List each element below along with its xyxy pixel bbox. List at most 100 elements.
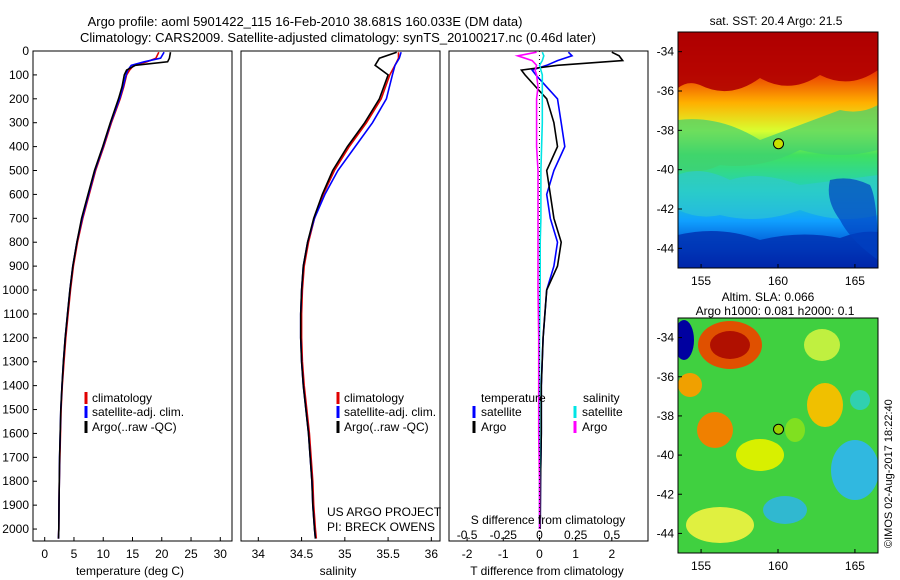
legend-label-satellite: satellite-adj. clim.: [344, 405, 436, 419]
salinity-difference-axis: -0.5 -0.25 0 0.25 0.5: [457, 528, 621, 542]
map-y-tick-label: -36: [657, 84, 675, 98]
legend-label-t-satellite: satellite: [481, 405, 522, 419]
map-y-tick-label: -36: [657, 370, 675, 384]
depth-tick-label: 900: [9, 259, 29, 273]
legend-label-climatology: climatology: [92, 391, 152, 405]
x-tick-label: 35.5: [376, 547, 400, 561]
depth-tick-label: 1900: [2, 498, 29, 512]
legend-header-temperature: temperature: [481, 391, 546, 405]
depth-tick-label: 2000: [2, 522, 29, 536]
x-tick-label: 10: [97, 547, 111, 561]
legend-label-climatology: climatology: [344, 391, 404, 405]
x-tick-label: 25: [184, 547, 198, 561]
salinity-legend: climatology satellite-adj. clim. Argo(..…: [336, 391, 436, 434]
temperature-axis-label: temperature (deg C): [76, 564, 184, 578]
temperature-plot: [57, 51, 172, 539]
salinity-panel-frame: [240, 50, 441, 542]
imos-footer: ©IMOS 02-Aug-2017 18:22:40: [883, 399, 895, 548]
x-tick-label: 34.5: [290, 547, 314, 561]
depth-axis: 0 100 200 300 400 500 600 700 800 900 1000 1100 1200…: [2, 44, 37, 536]
sst-map-axes: 155 160 165 -34 -36 -38 -40 -42 -44: [657, 45, 866, 288]
series-line-s-argo: [514, 51, 541, 529]
depth-tick-label: 1100: [3, 307, 29, 321]
x-tick-label: -2: [462, 547, 473, 561]
series-line-argo-raw-qc-: [57, 52, 172, 539]
map-y-tick-label: -42: [657, 202, 675, 216]
legend-header-salinity: salinity: [583, 391, 620, 405]
depth-tick-label: 400: [9, 140, 29, 154]
salinity-plot: [299, 51, 402, 539]
temperature-x-axis: 0 5 10 15 20 25 30: [41, 537, 227, 561]
map-x-tick-label: 165: [845, 274, 865, 288]
series-line-climatology: [300, 52, 400, 539]
series-line-argo-raw-qc-: [299, 51, 397, 539]
map-x-tick-label: 155: [691, 274, 711, 288]
depth-tick-label: 700: [9, 211, 29, 225]
s-tick-label: 0.25: [564, 528, 588, 542]
legend-label-s-argo: Argo: [582, 420, 608, 434]
series-line-climatology: [57, 51, 160, 539]
legend-label-argo: Argo(..raw -QC): [92, 420, 177, 434]
s-tick-label: 0.5: [603, 528, 620, 542]
legend-label-satellite: satellite-adj. clim.: [92, 405, 184, 419]
legend-label-t-argo: Argo: [481, 420, 507, 434]
x-tick-label: 15: [126, 547, 140, 561]
depth-tick-label: 300: [9, 116, 29, 130]
difference-x-axis: -2 -1 0 1 2: [462, 537, 615, 561]
credit-project: US ARGO PROJECT: [327, 505, 442, 519]
depth-tick-label: 500: [9, 164, 29, 178]
x-tick-label: 0: [41, 547, 48, 561]
difference-legend: temperature salinity satellite Argo sate…: [472, 391, 623, 434]
x-tick-label: 20: [155, 547, 169, 561]
difference-panel-frame: [448, 50, 649, 542]
map-y-tick-label: -40: [657, 448, 675, 462]
depth-tick-label: 600: [9, 187, 29, 201]
figure-title-line2: Climatology: CARS2009. Satellite-adjuste…: [80, 30, 596, 45]
map-x-tick-label: 165: [845, 559, 865, 573]
depth-tick-label: 0: [22, 44, 29, 58]
x-tick-label: 1: [572, 547, 579, 561]
depth-tick-label: 1500: [2, 403, 29, 417]
s-difference-axis-label: S difference from climatology: [471, 513, 626, 527]
argo-float-marker-sla: [773, 423, 785, 435]
difference-plot: [514, 51, 625, 541]
sla-heatmap: [678, 318, 878, 553]
map-x-tick-label: 155: [691, 559, 711, 573]
s-tick-label: -0.5: [457, 528, 478, 542]
x-tick-label: 36: [425, 547, 439, 561]
figure-title-line1: Argo profile: aoml 5901422_115 16-Feb-20…: [88, 14, 523, 29]
map-x-tick-label: 160: [768, 274, 788, 288]
x-tick-label: 2: [608, 547, 615, 561]
x-tick-label: -1: [498, 547, 509, 561]
x-tick-label: 35: [338, 547, 352, 561]
map-y-tick-label: -34: [657, 331, 675, 345]
salinity-x-axis: 34 34.5 35 35.5 36: [252, 537, 439, 561]
x-tick-label: 5: [71, 547, 78, 561]
map-y-tick-label: -38: [657, 123, 675, 137]
sla-map-axes: 155 160 165 -34 -36 -38 -40 -42 -44: [657, 331, 866, 573]
map-y-tick-label: -42: [657, 487, 675, 501]
x-tick-label: 0: [536, 547, 543, 561]
map-y-tick-label: -34: [657, 45, 675, 59]
map-x-tick-label: 160: [768, 559, 788, 573]
depth-tick-label: 1200: [2, 331, 29, 345]
legend-label-s-satellite: satellite: [582, 405, 623, 419]
x-tick-label: 30: [214, 547, 228, 561]
series-line-satellite-adj-clim-: [299, 51, 402, 539]
sla-map-subtitle: Argo h1000: 0.081 h2000: 0.1: [696, 304, 855, 318]
depth-tick-label: 100: [9, 68, 29, 82]
s-tick-label: -0.25: [490, 528, 518, 542]
map-y-tick-label: -38: [657, 409, 675, 423]
depth-tick-label: 1800: [2, 474, 29, 488]
map-y-tick-label: -40: [657, 163, 675, 177]
depth-tick-label: 1300: [2, 355, 29, 369]
sla-map-title: Altim. SLA: 0.066: [722, 290, 815, 304]
temperature-legend: climatology satellite-adj. clim. Argo(..…: [84, 391, 184, 434]
credit-pi: PI: BRECK OWENS: [327, 520, 435, 534]
series-line-s-satellite: [538, 51, 545, 529]
x-tick-label: 34: [252, 547, 266, 561]
depth-tick-label: 1400: [2, 379, 29, 393]
t-difference-axis-label: T difference from climatology: [470, 564, 624, 578]
depth-tick-label: 200: [9, 92, 29, 106]
